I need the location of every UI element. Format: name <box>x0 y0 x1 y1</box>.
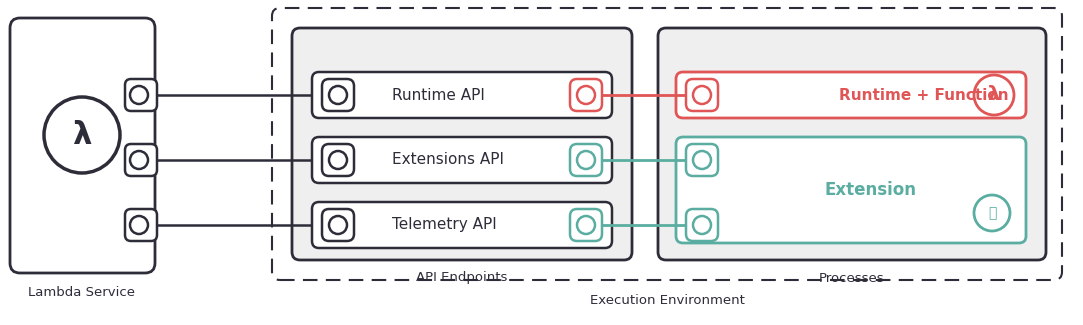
Text: Extension: Extension <box>825 181 917 199</box>
FancyBboxPatch shape <box>322 79 354 111</box>
FancyBboxPatch shape <box>686 79 718 111</box>
FancyBboxPatch shape <box>10 18 155 273</box>
Circle shape <box>130 216 148 234</box>
FancyBboxPatch shape <box>312 72 612 118</box>
Text: Execution Environment: Execution Environment <box>589 293 744 306</box>
FancyBboxPatch shape <box>125 79 157 111</box>
Circle shape <box>130 151 148 169</box>
FancyBboxPatch shape <box>322 209 354 241</box>
Text: λ: λ <box>988 85 1001 105</box>
Circle shape <box>329 151 347 169</box>
Circle shape <box>577 86 595 104</box>
Circle shape <box>577 151 595 169</box>
FancyBboxPatch shape <box>676 137 1026 243</box>
Text: λ: λ <box>73 121 92 150</box>
Circle shape <box>974 75 1014 115</box>
FancyBboxPatch shape <box>570 209 602 241</box>
Circle shape <box>329 216 347 234</box>
FancyBboxPatch shape <box>312 137 612 183</box>
FancyBboxPatch shape <box>125 144 157 176</box>
Circle shape <box>693 151 712 169</box>
Circle shape <box>44 97 120 173</box>
FancyBboxPatch shape <box>676 72 1026 118</box>
Circle shape <box>693 216 712 234</box>
Text: ⏻: ⏻ <box>988 206 996 220</box>
FancyBboxPatch shape <box>570 144 602 176</box>
FancyBboxPatch shape <box>570 79 602 111</box>
Circle shape <box>130 86 148 104</box>
Circle shape <box>329 86 347 104</box>
Text: Extensions API: Extensions API <box>392 152 504 167</box>
FancyBboxPatch shape <box>686 144 718 176</box>
FancyBboxPatch shape <box>292 28 632 260</box>
Text: Telemetry API: Telemetry API <box>392 217 497 232</box>
Circle shape <box>974 195 1010 231</box>
Text: Runtime API: Runtime API <box>392 87 485 102</box>
Text: Processes: Processes <box>819 271 885 284</box>
Circle shape <box>693 86 712 104</box>
FancyBboxPatch shape <box>658 28 1046 260</box>
FancyBboxPatch shape <box>686 209 718 241</box>
Text: Lambda Service: Lambda Service <box>28 287 135 300</box>
FancyBboxPatch shape <box>312 202 612 248</box>
Circle shape <box>577 216 595 234</box>
Text: Runtime + Function: Runtime + Function <box>839 87 1008 102</box>
FancyBboxPatch shape <box>125 209 157 241</box>
Text: API Endpoints: API Endpoints <box>416 271 508 284</box>
FancyBboxPatch shape <box>322 144 354 176</box>
